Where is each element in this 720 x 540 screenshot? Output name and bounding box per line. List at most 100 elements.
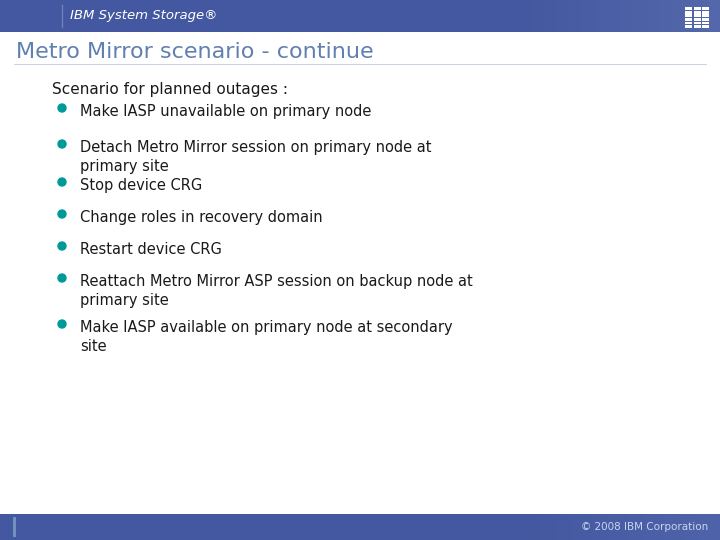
Bar: [688, 514, 689, 540]
Bar: [539, 0, 540, 32]
Bar: [636, 514, 637, 540]
Bar: [711, 0, 712, 32]
Bar: [693, 22, 701, 24]
Bar: [525, 0, 526, 32]
Bar: [638, 0, 639, 32]
Bar: [563, 0, 564, 32]
Bar: [689, 514, 690, 540]
Bar: [576, 514, 577, 540]
Bar: [656, 514, 657, 540]
Bar: [541, 0, 542, 32]
Bar: [523, 514, 524, 540]
Bar: [587, 514, 588, 540]
Bar: [670, 514, 671, 540]
Bar: [534, 0, 535, 32]
Bar: [521, 514, 522, 540]
Bar: [577, 514, 578, 540]
Bar: [598, 0, 599, 32]
Bar: [601, 514, 602, 540]
Bar: [685, 15, 692, 17]
Bar: [538, 514, 539, 540]
Bar: [591, 514, 592, 540]
Text: Detach Metro Mirror session on primary node at
primary site: Detach Metro Mirror session on primary n…: [80, 140, 431, 174]
Bar: [665, 514, 666, 540]
Circle shape: [58, 274, 66, 282]
Bar: [685, 11, 692, 14]
Bar: [656, 0, 657, 32]
Bar: [602, 0, 603, 32]
Bar: [649, 0, 650, 32]
Bar: [554, 514, 555, 540]
Bar: [530, 0, 531, 32]
Bar: [604, 514, 605, 540]
Bar: [573, 0, 574, 32]
Bar: [581, 0, 582, 32]
Bar: [567, 514, 568, 540]
Bar: [637, 514, 638, 540]
Bar: [565, 514, 566, 540]
Bar: [594, 514, 595, 540]
Bar: [645, 514, 646, 540]
Bar: [717, 514, 718, 540]
Bar: [599, 0, 600, 32]
Bar: [616, 514, 617, 540]
Bar: [574, 0, 575, 32]
Bar: [714, 0, 715, 32]
Bar: [574, 514, 575, 540]
Bar: [605, 514, 606, 540]
Bar: [680, 0, 681, 32]
Bar: [686, 514, 687, 540]
Circle shape: [58, 320, 66, 328]
Bar: [536, 0, 537, 32]
Bar: [570, 514, 571, 540]
Bar: [560, 0, 561, 32]
Bar: [685, 514, 686, 540]
Bar: [672, 0, 673, 32]
Bar: [704, 0, 705, 32]
Bar: [688, 0, 689, 32]
Bar: [702, 11, 709, 14]
Bar: [550, 0, 551, 32]
Bar: [542, 0, 543, 32]
Text: Scenario for planned outages :: Scenario for planned outages :: [52, 82, 288, 97]
Bar: [600, 0, 601, 32]
Bar: [601, 0, 602, 32]
Bar: [569, 514, 570, 540]
Bar: [708, 514, 709, 540]
Bar: [582, 514, 583, 540]
Bar: [586, 514, 587, 540]
Bar: [530, 514, 531, 540]
Text: © 2008 IBM Corporation: © 2008 IBM Corporation: [581, 522, 708, 532]
Bar: [648, 0, 649, 32]
Bar: [588, 514, 589, 540]
Bar: [616, 0, 617, 32]
Bar: [642, 514, 643, 540]
Bar: [556, 0, 557, 32]
Bar: [716, 0, 717, 32]
Bar: [581, 514, 582, 540]
Bar: [696, 514, 697, 540]
Bar: [557, 514, 558, 540]
Bar: [606, 0, 607, 32]
Bar: [534, 514, 535, 540]
Bar: [702, 7, 709, 10]
Bar: [548, 514, 549, 540]
Bar: [677, 514, 678, 540]
Bar: [702, 514, 703, 540]
Bar: [712, 0, 713, 32]
Bar: [603, 0, 604, 32]
Bar: [532, 514, 533, 540]
Bar: [543, 0, 544, 32]
Bar: [537, 514, 538, 540]
Bar: [598, 514, 599, 540]
Bar: [597, 0, 598, 32]
Bar: [661, 0, 662, 32]
Bar: [675, 0, 676, 32]
Bar: [569, 0, 570, 32]
Bar: [704, 514, 705, 540]
Bar: [606, 514, 607, 540]
Bar: [660, 0, 661, 32]
Bar: [682, 514, 683, 540]
Bar: [648, 514, 649, 540]
Bar: [693, 7, 701, 10]
